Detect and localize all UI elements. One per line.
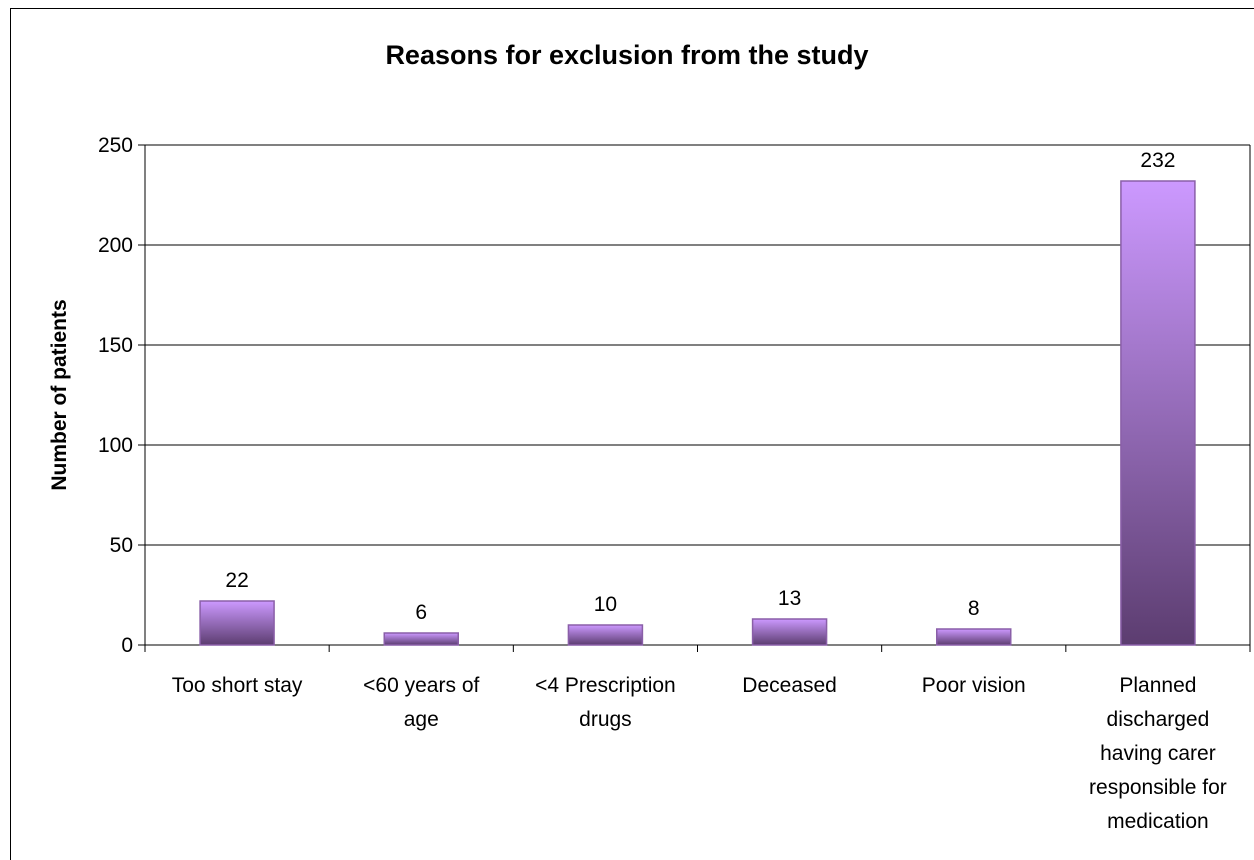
x-tick-label: Too short stay <box>172 674 303 697</box>
x-tick-label: Deceased <box>742 674 837 697</box>
x-tick-label-line: medication <box>1107 810 1209 833</box>
y-tick-label: 0 <box>121 634 133 657</box>
x-tick-label: Planned discharged having carer responsible… <box>1089 674 1227 833</box>
axes <box>138 144 1251 652</box>
x-tick-label: <4 Prescription drugs <box>535 674 676 731</box>
x-tick-label-line: discharged <box>1107 708 1210 731</box>
gridlines <box>145 144 1250 546</box>
bar <box>383 632 459 646</box>
bar <box>567 624 644 646</box>
x-tick-label-line: Too short stay <box>172 674 303 697</box>
data-label: 8 <box>968 597 980 620</box>
x-tick-label-line: Poor vision <box>922 674 1026 697</box>
data-label: 10 <box>594 593 617 616</box>
chart-frame <box>10 8 1254 860</box>
x-tick-label: <60 years of age <box>363 674 479 731</box>
x-tick-label-line: Deceased <box>742 674 837 697</box>
y-tick-label: 100 <box>98 434 133 457</box>
x-tick-label-line: age <box>404 708 439 731</box>
data-label: 22 <box>225 569 248 592</box>
chart-title: Reasons for exclusion from the study <box>385 40 869 70</box>
x-tick-label-line: having carer <box>1100 742 1216 765</box>
x-tick-label-line: drugs <box>579 708 632 731</box>
y-tick-label: 50 <box>110 534 133 557</box>
y-tick-label: 250 <box>98 134 133 157</box>
x-tick-label-line: Planned <box>1119 674 1196 697</box>
x-tick-label-line: responsible for <box>1089 776 1227 799</box>
y-tick-label: 200 <box>98 234 133 257</box>
data-label: 6 <box>415 601 427 624</box>
bar <box>199 600 275 646</box>
data-label: 13 <box>778 587 801 610</box>
bars <box>199 180 1196 646</box>
labels: 0 50 100 150 200 250 22 Too short stay 6 <60 year… <box>98 134 1227 833</box>
y-tick-label: 150 <box>98 334 133 357</box>
x-tick-label-line: <60 years of <box>363 674 479 697</box>
bar <box>751 618 828 646</box>
bar <box>936 628 1012 646</box>
data-label: 232 <box>1140 149 1175 172</box>
bar <box>1120 180 1196 646</box>
x-tick-label-line: <4 Prescription <box>535 674 676 697</box>
x-tick-label: Poor vision <box>922 674 1026 697</box>
